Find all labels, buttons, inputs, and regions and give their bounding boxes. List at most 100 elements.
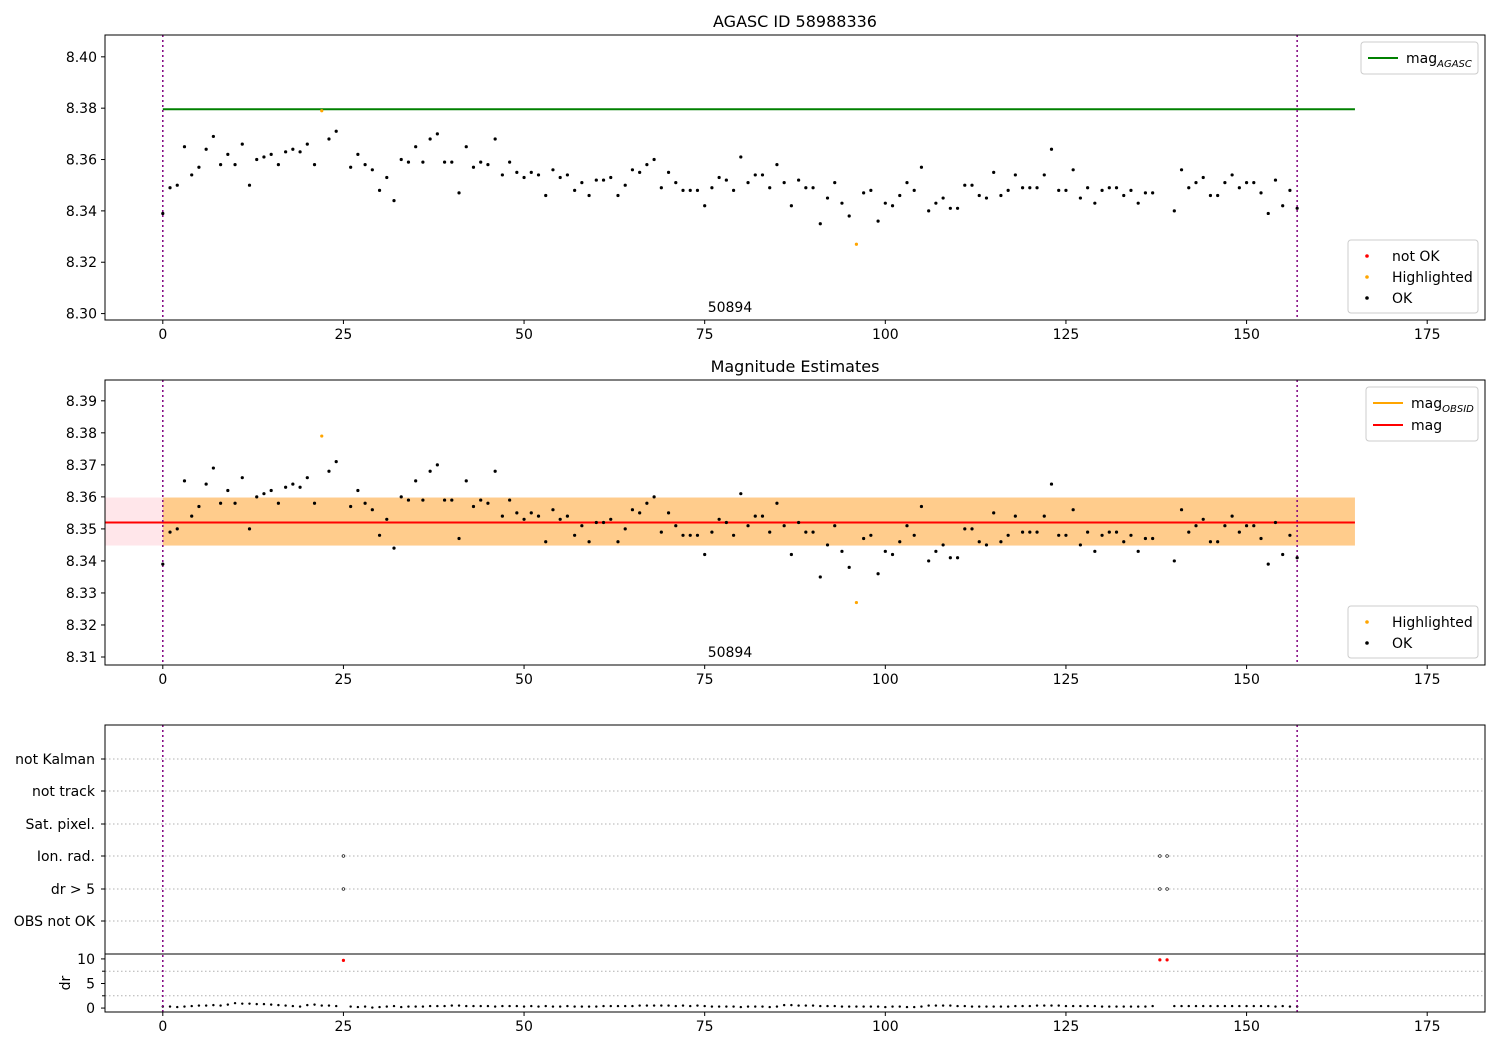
ok-point (291, 482, 295, 486)
dr-point (963, 1004, 966, 1008)
ok-point (1078, 543, 1082, 547)
dr-frame (104, 953, 1486, 1013)
ok-point (1259, 536, 1263, 541)
ok-point (1064, 533, 1068, 537)
ok-point (775, 501, 779, 505)
ok-point (833, 181, 837, 185)
flag-point (1165, 854, 1169, 858)
ok-point (789, 552, 793, 557)
dr-point (652, 1004, 656, 1007)
dr-point (327, 1004, 331, 1007)
ok-point (190, 514, 194, 518)
dr-point (717, 1005, 721, 1008)
x-tick-label: 125 (1053, 1019, 1080, 1035)
ok-point (1244, 181, 1249, 185)
ok-point (515, 511, 519, 515)
ok-point (262, 492, 266, 496)
ok-point (645, 501, 649, 505)
dr-point (1259, 1004, 1263, 1008)
ok-point (486, 501, 490, 505)
ok-point (414, 145, 418, 149)
highlighted-point (320, 434, 324, 438)
ok-point (1273, 520, 1278, 525)
dr-point (1079, 1004, 1082, 1008)
ok-point (797, 520, 801, 525)
ok-point (363, 501, 367, 505)
ok-point (197, 504, 201, 509)
ok-point (1107, 530, 1111, 534)
obsid-annotation: 50894 (708, 300, 753, 316)
ok-point (659, 186, 663, 190)
ok-point (601, 520, 606, 525)
ok-point (1064, 188, 1068, 192)
ok-point (197, 165, 201, 169)
ok-point (1093, 201, 1097, 205)
dr-point (407, 1005, 410, 1008)
dr-point (999, 1005, 1003, 1008)
dr-point (1006, 1005, 1010, 1008)
dr-point (624, 1004, 627, 1008)
dr-point (826, 1004, 829, 1008)
dr-point (1064, 1004, 1068, 1008)
ok-point (255, 157, 259, 162)
y-tick-label: 8.38 (66, 101, 97, 117)
ok-point (782, 524, 786, 528)
dr-point (1122, 1005, 1125, 1008)
dr-point (472, 1004, 475, 1008)
ok-point (955, 556, 960, 560)
legend-subscript: OBSID (1442, 404, 1474, 415)
ok-point (1093, 549, 1097, 553)
ok-point (970, 527, 974, 531)
ok-point (493, 469, 497, 473)
ok-point (616, 540, 620, 544)
panel-agasc-magnitude: AGASC ID 58988336 8.30 8.32 8.34 8.36 8.38 8.… (66, 12, 1486, 343)
dr-point (363, 1005, 367, 1008)
ok-point (226, 488, 230, 493)
dr-point (573, 1005, 576, 1008)
ok-point (580, 524, 584, 528)
ok-point (399, 157, 403, 162)
y-tick-label: 8.34 (66, 204, 97, 220)
ok-point (457, 191, 461, 195)
dr-point (385, 1005, 388, 1008)
ok-point (1042, 514, 1046, 518)
legend-label: OK (1392, 291, 1413, 307)
ok-point (609, 175, 613, 180)
ok-point (804, 186, 808, 190)
legend-label: not OK (1392, 249, 1440, 265)
legend-marker-swatch (1365, 296, 1369, 300)
ok-point (327, 469, 331, 473)
ok-point (984, 543, 989, 547)
ok-point (262, 155, 266, 159)
ok-point (219, 163, 223, 167)
ok-point (442, 160, 447, 164)
x-tick-label: 175 (1414, 1019, 1441, 1035)
ok-point (724, 178, 728, 182)
ok-point (558, 175, 562, 180)
dr-point (378, 1005, 381, 1009)
dr-point (631, 1004, 634, 1008)
ok-point (450, 498, 454, 502)
flag-point (341, 887, 346, 891)
ok-point (479, 498, 483, 502)
y-tick-label: 10 (77, 952, 95, 968)
dr-point (486, 1004, 490, 1008)
ok-point (623, 183, 627, 187)
dr-point (1136, 1005, 1140, 1008)
dr-point (501, 1004, 504, 1008)
ok-point (349, 165, 353, 169)
ok-point (833, 524, 837, 528)
legend-marker-swatch (1365, 620, 1369, 624)
dr-point (1129, 1005, 1133, 1008)
ok-point (623, 527, 627, 531)
ok-point (1129, 188, 1133, 192)
ok-point (825, 543, 830, 547)
obsid-annotation: 50894 (708, 645, 753, 661)
ok-point (1230, 173, 1234, 177)
dr-point (371, 1006, 374, 1009)
ok-point (811, 530, 815, 534)
ok-point (601, 178, 606, 182)
ok-point (616, 193, 620, 198)
ok-point (659, 530, 663, 534)
